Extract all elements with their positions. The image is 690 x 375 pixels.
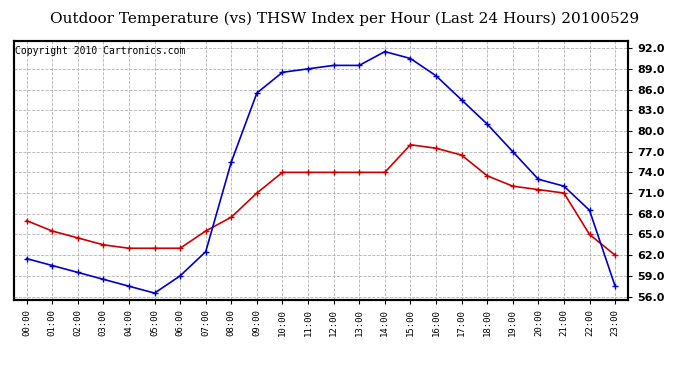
Text: Copyright 2010 Cartronics.com: Copyright 2010 Cartronics.com — [15, 46, 186, 56]
Text: Outdoor Temperature (vs) THSW Index per Hour (Last 24 Hours) 20100529: Outdoor Temperature (vs) THSW Index per … — [50, 11, 640, 26]
